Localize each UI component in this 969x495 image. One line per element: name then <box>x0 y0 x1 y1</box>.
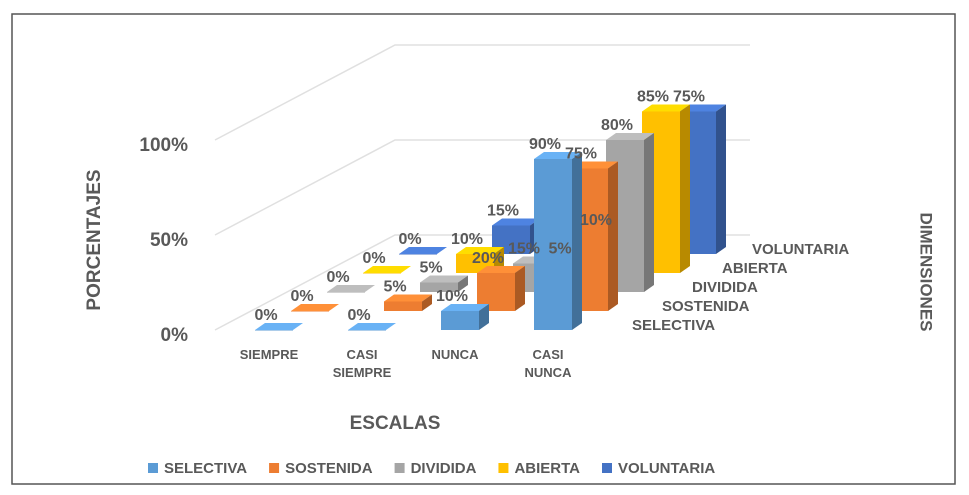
legend-swatch <box>148 463 158 473</box>
data-label: 10% <box>436 288 468 305</box>
bar <box>384 294 432 311</box>
legend-swatch <box>394 463 405 473</box>
series-label: ABIERTA <box>722 260 788 277</box>
bar-front <box>384 301 422 311</box>
bar-front <box>420 282 458 292</box>
bar-front <box>399 254 437 255</box>
data-label: 15% <box>508 241 540 258</box>
bar-side <box>680 104 690 273</box>
data-label: 5% <box>383 279 406 296</box>
bar-side <box>479 304 489 330</box>
bar-top <box>399 247 447 254</box>
bar-front <box>363 273 401 274</box>
data-label: 0% <box>362 250 385 267</box>
data-label: 75% <box>565 146 597 163</box>
data-label: 5% <box>548 241 571 258</box>
data-label: 10% <box>580 212 612 229</box>
bar-side <box>644 133 654 292</box>
labels: 0%50%100%0%15%10%75%VOLUNTARIA0%10%5%85%… <box>139 89 849 346</box>
y-tick-label: 100% <box>139 135 188 156</box>
legend: SELECTIVA SOSTENIDA DIVIDIDA ABIERTA VOLUNTA… <box>148 460 715 477</box>
bar-top <box>492 218 540 226</box>
legend-label: ABIERTA <box>514 460 580 477</box>
x-tick-label: SIEMPRE <box>239 347 299 362</box>
bar-top <box>255 323 303 330</box>
bar-front <box>291 311 329 312</box>
bar <box>348 323 396 331</box>
bar-top <box>477 266 525 273</box>
bar-top <box>606 133 654 140</box>
bars <box>255 104 726 331</box>
frame <box>11 13 956 485</box>
legend-label: SOSTENIDA <box>285 460 373 477</box>
legend-swatch <box>602 463 612 473</box>
bar-front <box>348 330 386 331</box>
bar-top <box>348 323 396 330</box>
bar <box>291 304 339 312</box>
bar-side <box>458 275 468 292</box>
x-axis-title: ESCALAS <box>350 413 441 434</box>
bar-side <box>572 152 582 330</box>
bar-top <box>456 247 504 254</box>
bar-top <box>327 285 375 292</box>
legend-label: VOLUNTARIA <box>618 460 715 477</box>
bar <box>534 152 582 330</box>
x-tick-label: CASI SIEMPRE <box>332 347 392 380</box>
bar-front <box>534 159 572 330</box>
bar <box>420 275 468 292</box>
bar-top <box>420 275 468 283</box>
data-label: 0% <box>347 307 370 324</box>
bar-top <box>441 304 489 311</box>
x-tick-label: CASI NUNCA <box>524 347 572 380</box>
bar <box>327 285 375 293</box>
x-tick-label: NUNCA <box>431 347 479 362</box>
bar <box>363 266 411 274</box>
series-label: DIVIDIDA <box>692 279 758 296</box>
data-label: 0% <box>254 307 277 324</box>
bar-side <box>515 266 525 311</box>
y-tick-label: 50% <box>150 230 188 251</box>
bar-top <box>384 294 432 302</box>
y-axis-title: PORCENTAJES <box>84 169 105 310</box>
data-label: 0% <box>290 288 313 305</box>
grid-line <box>214 44 750 141</box>
bar-front <box>441 311 479 330</box>
bar-top <box>291 304 339 311</box>
y-tick-label: 0% <box>161 325 189 346</box>
bar <box>441 304 489 330</box>
data-label: 75% <box>673 89 705 106</box>
data-label: 80% <box>601 117 633 134</box>
bar-side <box>716 104 726 254</box>
bar-top <box>642 104 690 112</box>
bar-top <box>363 266 411 273</box>
bar <box>399 247 447 255</box>
bar <box>255 323 303 331</box>
bar-front <box>327 292 365 293</box>
bar-top <box>534 152 582 159</box>
legend-label: DIVIDIDA <box>411 460 477 477</box>
data-label: 5% <box>419 260 442 277</box>
series-label: SOSTENIDA <box>662 298 750 315</box>
data-label: 0% <box>326 269 349 286</box>
data-label: 10% <box>451 231 483 248</box>
z-axis-title: DIMENSIONES <box>917 212 936 331</box>
data-label: 0% <box>398 231 421 248</box>
legend-swatch <box>498 463 509 473</box>
series-label: VOLUNTARIA <box>752 241 849 258</box>
bar-side <box>422 294 432 311</box>
bar-front <box>255 330 293 331</box>
legend-label: SELECTIVA <box>164 460 247 477</box>
bar-side <box>608 161 618 311</box>
data-label: 20% <box>472 250 504 267</box>
data-label: 85% <box>637 89 669 106</box>
series-label: SELECTIVA <box>632 317 715 334</box>
data-label: 15% <box>487 203 519 220</box>
legend-swatch <box>269 463 280 473</box>
data-label: 90% <box>529 136 561 153</box>
